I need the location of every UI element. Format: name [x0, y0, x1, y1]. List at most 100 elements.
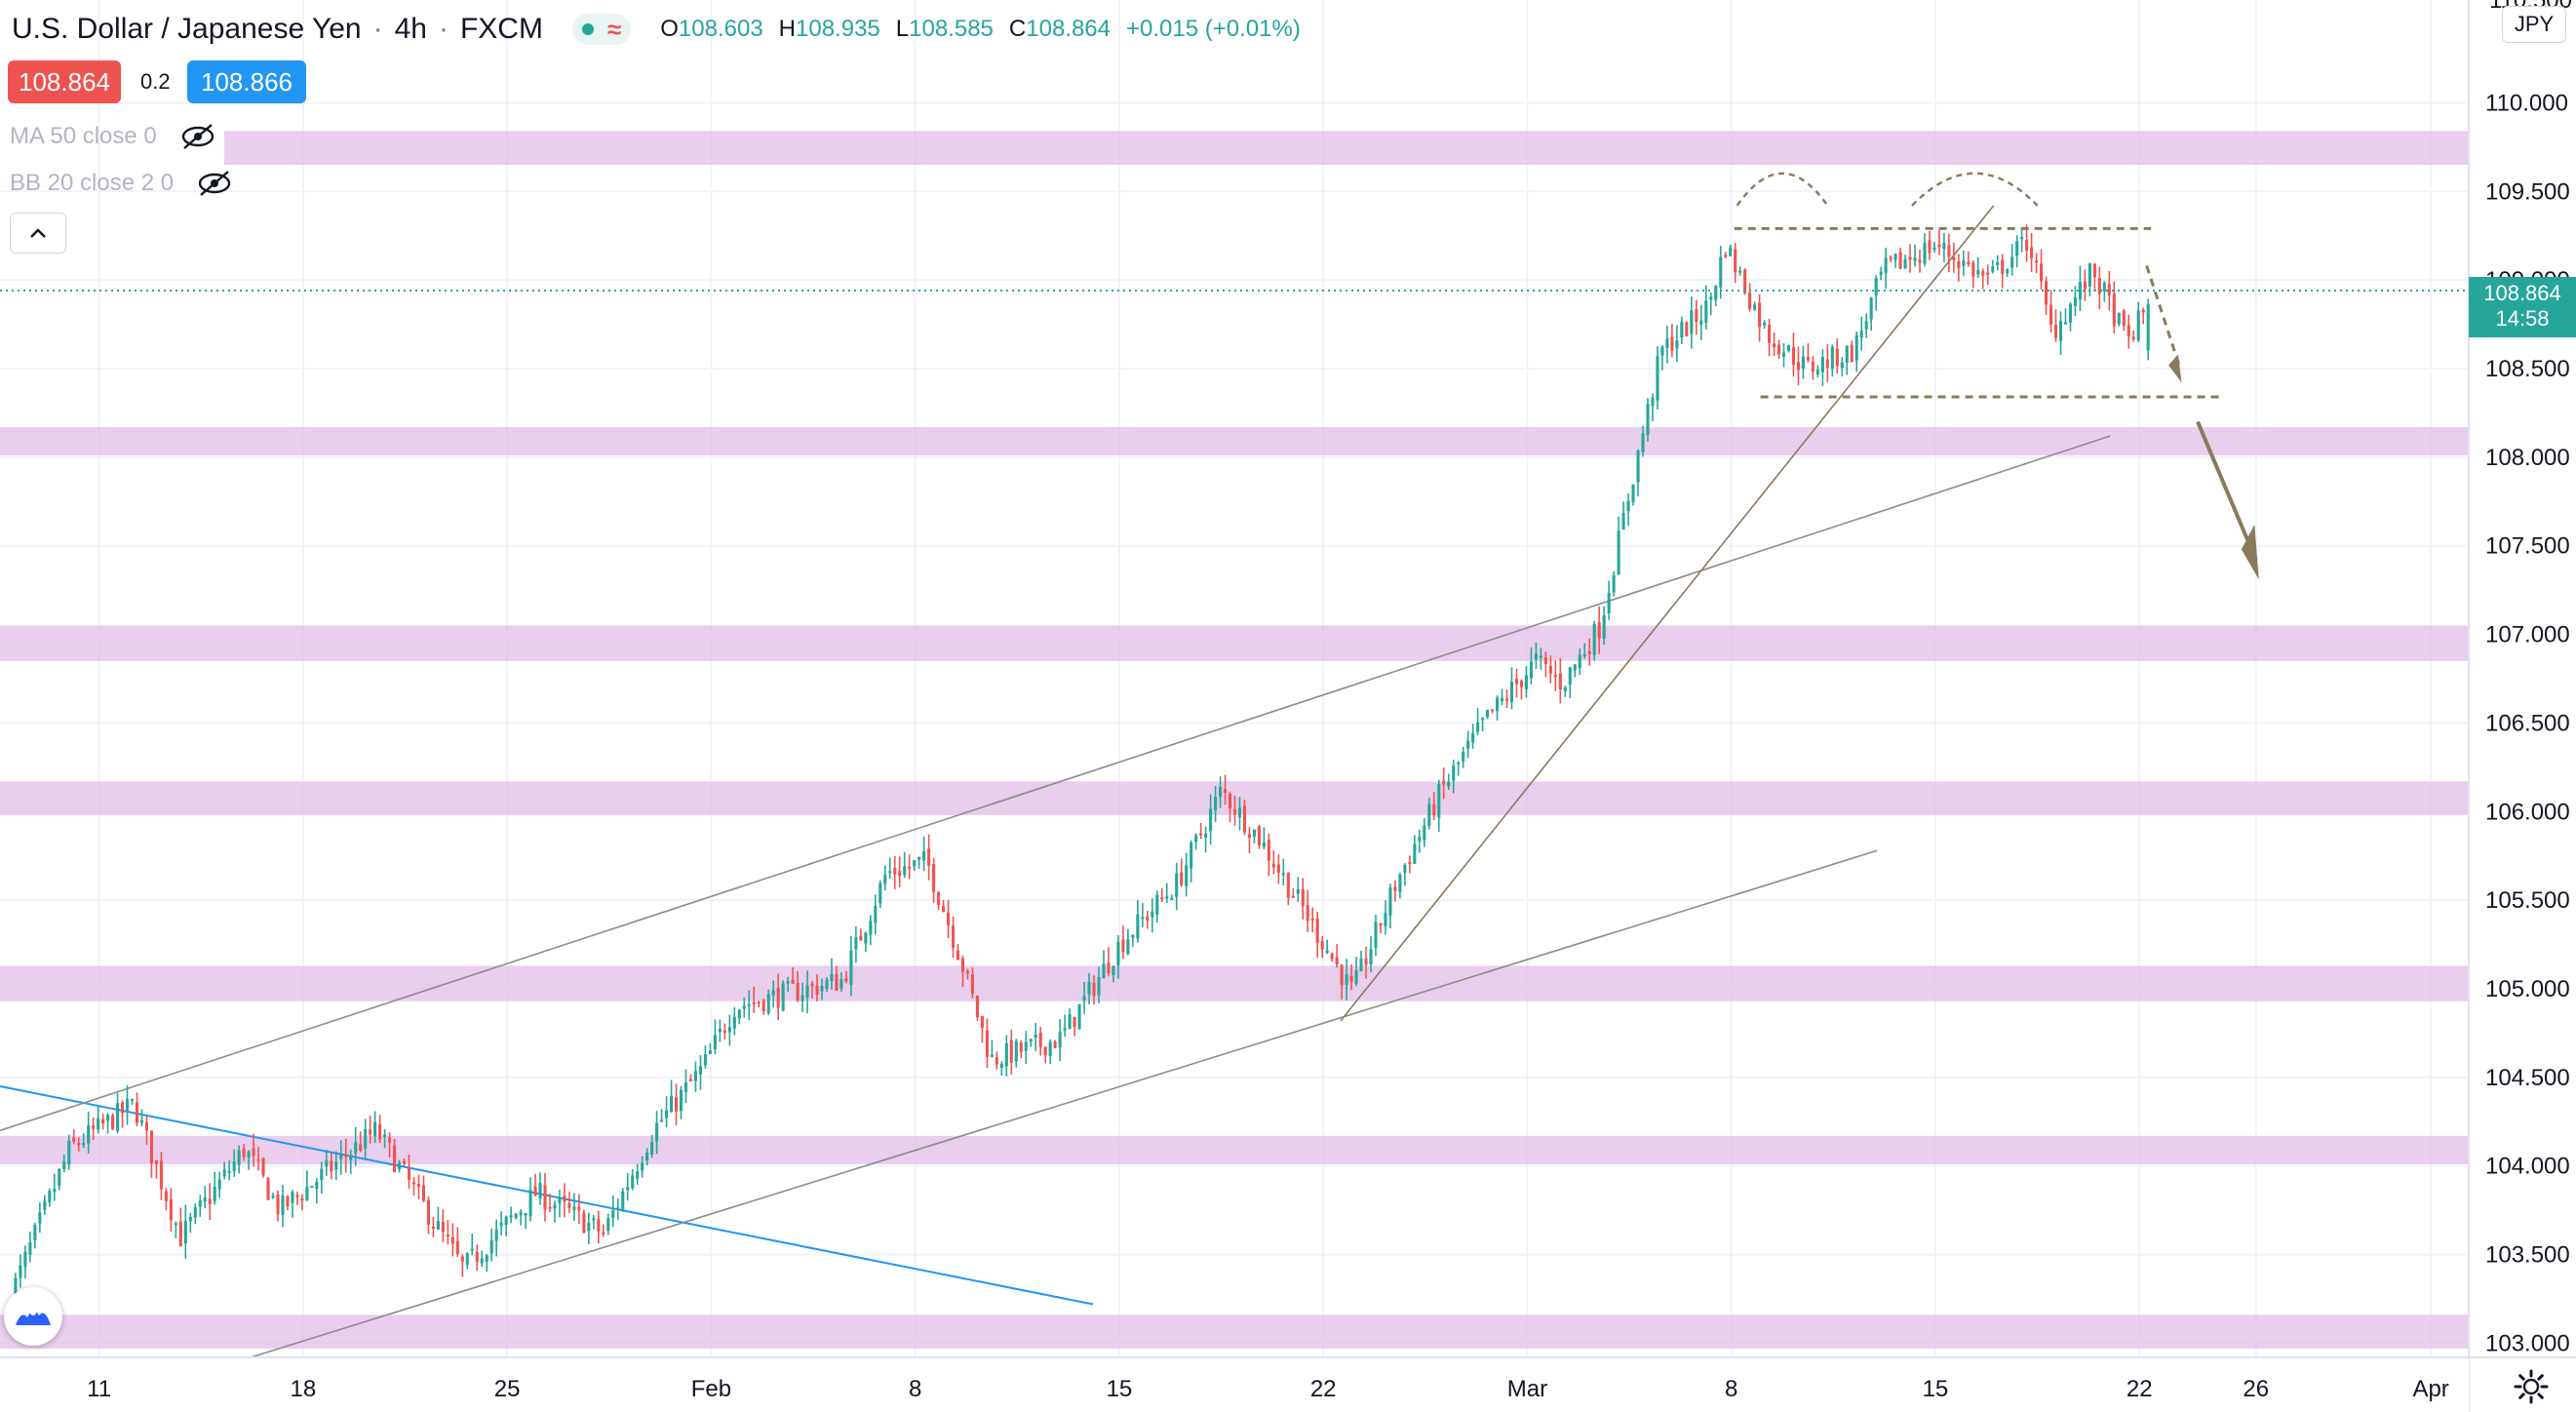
- candle-body: [1199, 833, 1203, 836]
- candle-body: [1247, 834, 1251, 839]
- candle-body: [485, 1255, 488, 1262]
- candle-body: [864, 932, 868, 944]
- candle-body: [359, 1144, 363, 1152]
- candle-body: [1214, 797, 1218, 810]
- candle-body: [1175, 873, 1179, 897]
- change-value: +0.015 (+0.01%): [1126, 16, 1301, 42]
- candle-body: [1082, 996, 1086, 1001]
- indicator-bb20[interactable]: BB 20 close 2 0: [10, 164, 234, 203]
- candle-body: [431, 1227, 435, 1230]
- candle-body: [2006, 269, 2010, 274]
- candle-body: [1976, 269, 1980, 275]
- candle-body: [2001, 259, 2005, 275]
- candle-body: [1796, 362, 1800, 371]
- candle-body: [402, 1160, 407, 1164]
- candle-body: [1504, 698, 1509, 701]
- chevron-up-icon: [30, 228, 46, 238]
- candle-body: [334, 1161, 338, 1170]
- candle-body: [587, 1222, 591, 1232]
- candle-body: [1602, 615, 1606, 639]
- candle-body: [188, 1216, 192, 1222]
- candle-body: [217, 1179, 221, 1190]
- symbol-title[interactable]: U.S. Dollar / Japanese Yen: [12, 13, 362, 45]
- candle-body: [2025, 240, 2029, 251]
- candle-body: [567, 1202, 571, 1208]
- candle-body: [38, 1212, 42, 1224]
- candle-body: [1398, 874, 1402, 892]
- interval-label[interactable]: 4h: [394, 13, 427, 45]
- candle-body: [130, 1098, 135, 1101]
- candle-body: [1690, 310, 1694, 334]
- candle-body: [1656, 356, 1659, 401]
- candle-body: [1675, 340, 1679, 349]
- candle-body: [1257, 826, 1261, 845]
- market-status-badge[interactable]: ≈: [571, 14, 632, 45]
- eye-hidden-icon[interactable]: [195, 169, 234, 198]
- candle-body: [1281, 873, 1285, 876]
- candle-body: [538, 1182, 542, 1198]
- candle-body: [1423, 825, 1426, 841]
- candle-body: [1636, 451, 1640, 483]
- candle-body: [183, 1220, 187, 1244]
- candle-body: [1825, 359, 1829, 369]
- candle-body: [227, 1170, 231, 1173]
- candle-body: [2102, 282, 2106, 293]
- candle-body: [1898, 252, 1902, 269]
- projected-drop-dashed: [2145, 265, 2182, 370]
- candle-body: [92, 1125, 96, 1129]
- candle-body: [543, 1185, 547, 1210]
- candle-body: [504, 1216, 508, 1226]
- eye-hidden-icon[interactable]: [178, 122, 217, 151]
- time-tick-label: 15: [1107, 1376, 1133, 1402]
- candle-body: [2088, 263, 2091, 287]
- candle-body: [1315, 918, 1319, 943]
- candle-body: [1004, 1042, 1008, 1067]
- candle-body: [1854, 334, 1858, 361]
- candle-body: [1617, 530, 1620, 575]
- candle-body: [121, 1102, 125, 1114]
- candle-body: [1714, 286, 1718, 300]
- candle-body: [1524, 675, 1528, 689]
- candle-body: [247, 1151, 251, 1158]
- candle-body: [2053, 324, 2058, 338]
- price-tick-label: 104.500: [2485, 1065, 2570, 1091]
- candle-body: [149, 1130, 153, 1163]
- candle-body: [1729, 247, 1733, 256]
- candle-body: [1364, 958, 1368, 965]
- candle-body: [1471, 732, 1475, 743]
- candle-body: [883, 875, 887, 884]
- tradingview-logo-button[interactable]: [4, 1287, 62, 1346]
- candle-body: [139, 1119, 144, 1123]
- candle-body: [1379, 922, 1383, 925]
- candle-body: [1087, 982, 1091, 995]
- candle-body: [436, 1221, 440, 1230]
- candlestick-series: [9, 224, 2150, 1320]
- candle-body: [116, 1103, 120, 1132]
- candle-body: [903, 866, 907, 876]
- candle-body: [82, 1143, 86, 1146]
- candle-body: [815, 985, 819, 995]
- candle-body: [470, 1248, 474, 1251]
- candle-body: [835, 974, 839, 991]
- candle-body: [844, 978, 848, 982]
- candle-body: [810, 983, 814, 986]
- target-arrow-line: [2196, 420, 2258, 562]
- candle-body: [1548, 665, 1552, 674]
- candle-body: [937, 892, 941, 905]
- sell-button[interactable]: 108.864: [8, 60, 121, 103]
- candle-body: [2049, 304, 2053, 325]
- collapse-legend-button[interactable]: [10, 213, 66, 254]
- currency-button[interactable]: JPY: [2502, 6, 2566, 43]
- candle-body: [1539, 655, 1542, 658]
- buy-button[interactable]: 108.866: [187, 60, 306, 103]
- price-tick-label: 108.000: [2485, 445, 2570, 471]
- candle-body: [859, 935, 863, 941]
- candle-body: [913, 860, 917, 867]
- candle-body: [475, 1251, 479, 1263]
- candle-body: [1830, 346, 1834, 370]
- ohlc-values: O108.603 H108.935 L108.585 C108.864 +0.0…: [660, 16, 1301, 42]
- gear-icon[interactable]: [2512, 1367, 2551, 1406]
- indicator-ma50[interactable]: MA 50 close 0: [10, 117, 217, 156]
- candle-body: [951, 925, 956, 948]
